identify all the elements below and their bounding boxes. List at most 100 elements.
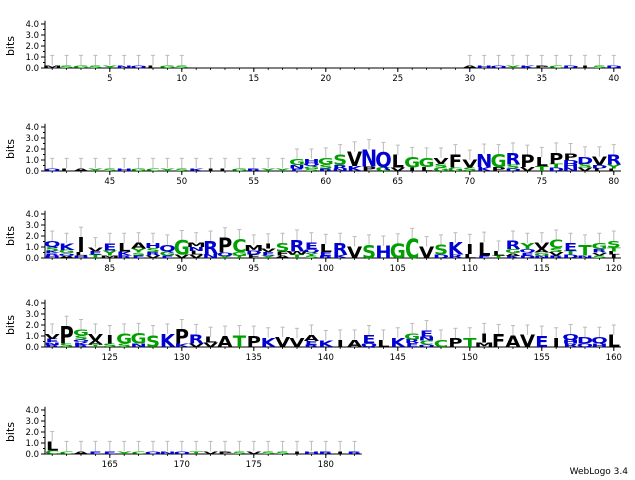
logo-letter: S xyxy=(103,168,117,172)
logo-letter: S xyxy=(117,343,131,348)
logo-letter: K xyxy=(160,332,177,352)
logo-letter: N xyxy=(130,343,146,348)
logo-letter: S xyxy=(146,248,160,254)
logo-letter: R xyxy=(289,237,304,256)
y-tick-label: 3.0 xyxy=(25,31,39,41)
logo-letter: C xyxy=(419,340,433,346)
logo-letter: P xyxy=(218,451,232,455)
logo-letter: K xyxy=(333,254,350,259)
logo-letter: I xyxy=(337,451,344,455)
logo-letter: V xyxy=(261,248,276,253)
logo-letter: L xyxy=(75,251,87,256)
logo-letter: L xyxy=(60,168,72,172)
logo-letter: G xyxy=(404,155,420,172)
logo-letter: D xyxy=(505,168,521,172)
y-tick-label: 2.0 xyxy=(25,145,39,155)
logo-letter: A xyxy=(534,249,549,254)
logo-letter: P xyxy=(520,153,534,172)
logo-letter: N xyxy=(534,255,550,259)
x-tick-label: 5 xyxy=(107,74,112,84)
logo-letter: Q xyxy=(519,249,536,254)
logo-letter: L xyxy=(392,153,405,173)
logo-letter: D xyxy=(591,164,608,169)
logo-letter: R xyxy=(606,152,621,168)
logo-letter: D xyxy=(562,65,578,69)
logo-letter: S xyxy=(103,343,117,348)
x-tick-label: 165 xyxy=(102,460,118,470)
logo-letter: G xyxy=(505,249,521,255)
logo-letter: D xyxy=(433,254,450,259)
logo-letter: L xyxy=(377,338,390,349)
logo-letter: L xyxy=(190,250,202,256)
x-tick-label: 55 xyxy=(248,177,259,187)
logo-letter: L xyxy=(536,155,548,169)
logo-letter: G xyxy=(159,251,175,257)
logo-letter: G xyxy=(231,251,247,256)
logo-letter: Q xyxy=(173,451,190,455)
logo-letter: A xyxy=(462,65,477,69)
logo-letter: L xyxy=(118,241,130,254)
logo-letter: H xyxy=(562,163,578,169)
logo-letter: V xyxy=(203,451,218,455)
y-tick-label: 1.0 xyxy=(25,243,39,253)
logo-letter: F xyxy=(449,152,462,172)
logo-letter: N xyxy=(577,255,593,259)
y-axis-label: bits xyxy=(4,226,17,246)
logo-letter: S xyxy=(362,243,376,263)
logo-letter: L xyxy=(147,65,160,69)
logo-letter: P xyxy=(175,326,189,349)
logo-letter: V xyxy=(88,247,104,253)
logo-letter: T xyxy=(233,333,247,352)
logo-letter: Y xyxy=(260,255,277,259)
x-tick-label: 180 xyxy=(318,460,334,470)
logo-letter: M xyxy=(244,243,264,253)
logo-letter: K xyxy=(448,240,464,259)
logo-letter: I xyxy=(409,167,416,172)
logo-letter: L xyxy=(46,439,59,454)
logo-letter: T xyxy=(233,255,247,259)
x-tick-label: 125 xyxy=(102,353,118,363)
logo-letter: L xyxy=(478,240,490,260)
logo-letter: V xyxy=(88,332,103,343)
x-tick-label: 10 xyxy=(176,74,187,84)
logo-letter: G xyxy=(131,168,147,172)
logo-letter: L xyxy=(608,168,621,172)
x-tick-label: 95 xyxy=(248,264,259,274)
logo-letter: E xyxy=(305,241,318,252)
logo-letter: G xyxy=(491,152,507,172)
logo-letter: R xyxy=(405,339,420,345)
x-tick-label: 40 xyxy=(608,74,619,84)
logo-letter: Y xyxy=(605,164,621,170)
logo-letter: G xyxy=(404,332,420,342)
logo-letter: N xyxy=(116,65,132,69)
logo-letter: Y xyxy=(130,248,146,254)
logo-letter: S xyxy=(45,246,59,251)
y-tick-label: 3.0 xyxy=(25,310,39,320)
logo-letter: A xyxy=(73,168,88,172)
logo-letter: G xyxy=(447,167,463,172)
logo-letter: D xyxy=(548,167,565,172)
logo-letter: C xyxy=(232,237,246,257)
logo-letter: S xyxy=(175,168,189,172)
logo-letter: I xyxy=(207,168,214,172)
x-tick-label: 25 xyxy=(392,74,403,84)
logo-letter: C xyxy=(59,451,73,455)
logo-letter: E xyxy=(89,451,102,455)
logo-letter: V xyxy=(347,244,362,263)
logo-letter: T xyxy=(89,344,103,348)
logo-letter: C xyxy=(549,65,563,69)
logo-letter: V xyxy=(189,343,204,348)
logo-letter: E xyxy=(362,333,375,346)
x-tick-label: 160 xyxy=(606,353,622,363)
logo-letter: F xyxy=(247,254,260,259)
logo-letter: E xyxy=(319,251,332,256)
logo-letter: K xyxy=(390,335,407,350)
logo-letter: S xyxy=(434,163,448,169)
logo-letter: Q xyxy=(361,343,378,349)
logo-letter: R xyxy=(549,255,564,259)
logo-letter: G xyxy=(289,157,305,167)
logo-letter: V xyxy=(462,158,478,171)
weblogo-credit: WebLogo 3.4 xyxy=(569,467,628,477)
logo-letter: N xyxy=(44,342,60,346)
logo-letter: Q xyxy=(562,333,579,342)
